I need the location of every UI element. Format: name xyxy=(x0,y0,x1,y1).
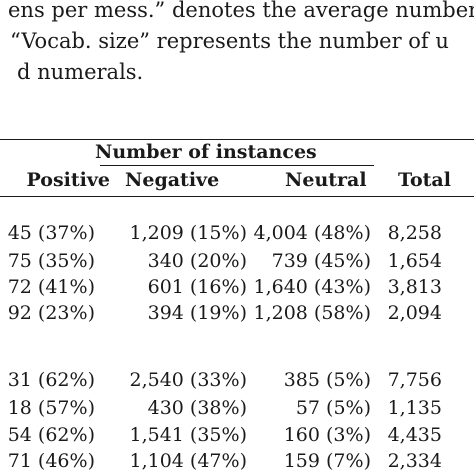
table-cell-positive: 72 (41%) xyxy=(7,276,95,298)
table-cell-negative: 601 (16%) xyxy=(147,276,247,298)
table-cell-total: 8,258 xyxy=(387,222,442,244)
table-cell-total: 1,135 xyxy=(387,397,442,419)
table-top-rule xyxy=(0,139,474,141)
table-cell-negative: 1,104 (47%) xyxy=(129,450,248,472)
table-cell-negative: 1,209 (15%) xyxy=(129,222,248,244)
table-cell-positive: 92 (23%) xyxy=(7,302,95,324)
table-cell-neutral: 739 (45%) xyxy=(271,250,371,272)
table-cell-negative: 394 (19%) xyxy=(147,302,247,324)
table-cell-neutral: 385 (5%) xyxy=(283,369,371,391)
table-cell-positive: 71 (46%) xyxy=(7,450,95,472)
table-cell-neutral: 1,208 (58%) xyxy=(253,302,372,324)
table-cell-total: 1,654 xyxy=(387,250,442,272)
table-cell-positive: 45 (37%) xyxy=(7,222,95,244)
table-cell-negative: 340 (20%) xyxy=(147,250,247,272)
group-header-rule xyxy=(100,165,374,167)
table-cell-neutral: 160 (3%) xyxy=(283,424,371,446)
column-header-neutral: Neutral xyxy=(285,169,367,191)
column-header-negative: Negative xyxy=(125,169,220,191)
table-cell-positive: 18 (57%) xyxy=(7,397,95,419)
caption-line-3: d numerals. xyxy=(17,60,144,84)
table-cell-neutral: 57 (5%) xyxy=(295,397,371,419)
table-cell-total: 7,756 xyxy=(387,369,442,391)
table-cell-total: 2,094 xyxy=(387,302,442,324)
table-cell-positive: 75 (35%) xyxy=(7,250,95,272)
group-header: Number of instances xyxy=(95,141,317,163)
table-cell-neutral: 4,004 (48%) xyxy=(253,222,372,244)
table-cell-negative: 2,540 (33%) xyxy=(129,369,248,391)
column-header-positive: Positive xyxy=(26,169,111,191)
table-cell-negative: 430 (38%) xyxy=(147,397,247,419)
caption-line-1: ens per mess.” denotes the average numbe… xyxy=(8,0,474,22)
caption-line-2: “Vocab. size” represents the number of u xyxy=(10,29,449,53)
table-cell-positive: 54 (62%) xyxy=(7,424,95,446)
column-header-total: Total xyxy=(398,169,451,191)
table-cell-neutral: 1,640 (43%) xyxy=(253,276,372,298)
header-bottom-rule xyxy=(0,196,474,198)
table-cell-total: 4,435 xyxy=(387,424,442,446)
table-cell-total: 3,813 xyxy=(387,276,442,298)
table-cell-neutral: 159 (7%) xyxy=(283,450,371,472)
table-cell-positive: 31 (62%) xyxy=(7,369,95,391)
table-cell-negative: 1,541 (35%) xyxy=(129,424,248,446)
table-cell-total: 2,334 xyxy=(387,450,442,472)
